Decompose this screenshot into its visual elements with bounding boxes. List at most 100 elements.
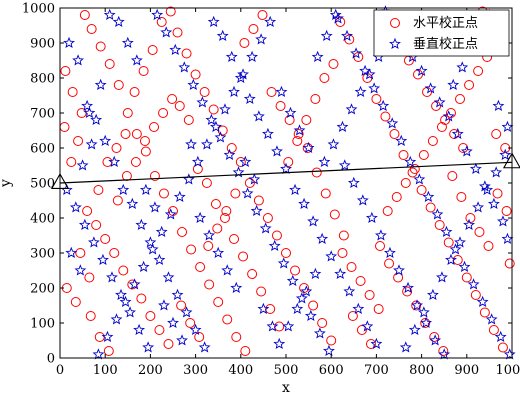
vertical-point — [180, 306, 193, 318]
vertical-point — [501, 232, 514, 245]
horizontal-point — [317, 318, 328, 328]
horizontal-point — [158, 108, 169, 118]
y-tick-label: 0 — [47, 352, 55, 367]
vertical-point — [262, 127, 274, 140]
vertical-point — [178, 61, 191, 73]
vertical-point — [282, 320, 295, 332]
vertical-point — [219, 103, 231, 115]
horizontal-point — [131, 129, 142, 139]
vertical-point — [501, 120, 514, 133]
horizontal-point — [427, 136, 438, 146]
vertical-point — [302, 141, 315, 154]
vertical-point — [205, 113, 218, 126]
y-tick-label: 300 — [30, 247, 55, 262]
vertical-point — [503, 348, 516, 360]
vertical-point — [458, 260, 471, 273]
vertical-point — [320, 29, 333, 42]
horizontal-point — [247, 269, 258, 279]
vertical-point — [490, 166, 503, 178]
vertical-point — [298, 197, 310, 210]
vertical-point — [137, 260, 150, 273]
legend-marker-vertical — [389, 37, 401, 50]
horizontal-point — [473, 66, 484, 76]
horizontal-point — [91, 220, 102, 230]
horizontal-point — [238, 251, 249, 262]
horizontal-point — [262, 213, 273, 223]
horizontal-point — [491, 129, 502, 139]
vertical-point — [492, 99, 505, 112]
x-tick-label: 400 — [228, 363, 253, 378]
vertical-point — [182, 173, 195, 185]
vertical-point — [375, 229, 387, 241]
vertical-point — [221, 264, 234, 276]
vertical-point — [203, 229, 216, 241]
vertical-point — [162, 271, 175, 283]
horizontal-point — [275, 101, 286, 111]
vertical-point — [164, 208, 177, 220]
horizontal-point — [326, 335, 337, 346]
horizontal-point — [112, 195, 123, 206]
vertical-point — [237, 68, 249, 80]
vertical-point — [325, 250, 338, 262]
horizontal-point — [229, 234, 240, 244]
horizontal-point — [66, 157, 77, 167]
vertical-point — [422, 190, 435, 203]
y-tick-label: 600 — [30, 142, 55, 157]
horizontal-point — [147, 45, 158, 55]
y-tick-label: 200 — [30, 282, 55, 297]
vertical-point — [354, 85, 367, 98]
horizontal-point — [136, 293, 147, 304]
horizontal-point — [257, 10, 268, 20]
vertical-point — [216, 29, 229, 42]
vertical-point — [144, 236, 157, 248]
vertical-point — [264, 15, 277, 28]
horizontal-point — [474, 227, 485, 237]
vertical-point — [252, 110, 265, 122]
vertical-point — [128, 278, 141, 290]
vertical-point — [341, 29, 353, 42]
vertical-point — [198, 341, 211, 353]
vertical-point — [101, 330, 114, 343]
vertical-point — [429, 334, 442, 346]
y-axis-label: y — [0, 179, 14, 188]
vertical-point — [243, 92, 256, 105]
vertical-point — [334, 267, 347, 280]
vertical-point — [286, 274, 299, 287]
vertical-point — [438, 348, 451, 360]
horizontal-point — [139, 136, 150, 146]
vertical-point — [363, 68, 376, 80]
vertical-point — [117, 183, 130, 196]
horizontal-point — [402, 286, 413, 297]
vertical-point — [167, 316, 179, 329]
horizontal-point — [181, 48, 192, 59]
horizontal-point — [375, 241, 386, 251]
horizontal-point — [212, 223, 223, 234]
vertical-point — [347, 176, 360, 189]
horizontal-point — [199, 87, 210, 97]
vertical-point — [250, 204, 263, 217]
horizontal-point — [158, 188, 169, 199]
horizontal-point — [190, 69, 201, 80]
vertical-point — [92, 348, 105, 360]
vertical-point — [259, 222, 272, 234]
horizontal-point — [501, 206, 512, 216]
horizontal-point — [163, 339, 174, 349]
horizontal-point — [208, 104, 219, 115]
horizontal-point — [230, 188, 241, 199]
vertical-point — [499, 148, 512, 161]
y-tick-label: 500 — [30, 177, 55, 192]
horizontal-point — [239, 38, 250, 48]
horizontal-point — [85, 311, 96, 321]
legend-label-horizontal: 水平校正点 — [413, 15, 478, 31]
vertical-point — [440, 225, 453, 238]
horizontal-point — [319, 73, 330, 83]
vertical-point — [365, 211, 378, 224]
horizontal-point — [464, 80, 475, 90]
horizontal-point — [113, 80, 124, 90]
horizontal-point — [104, 59, 115, 69]
horizontal-point — [283, 157, 294, 167]
vertical-point — [424, 82, 437, 94]
vertical-point — [436, 271, 448, 283]
x-tick-label: 500 — [274, 363, 299, 378]
vertical-point — [99, 134, 112, 147]
